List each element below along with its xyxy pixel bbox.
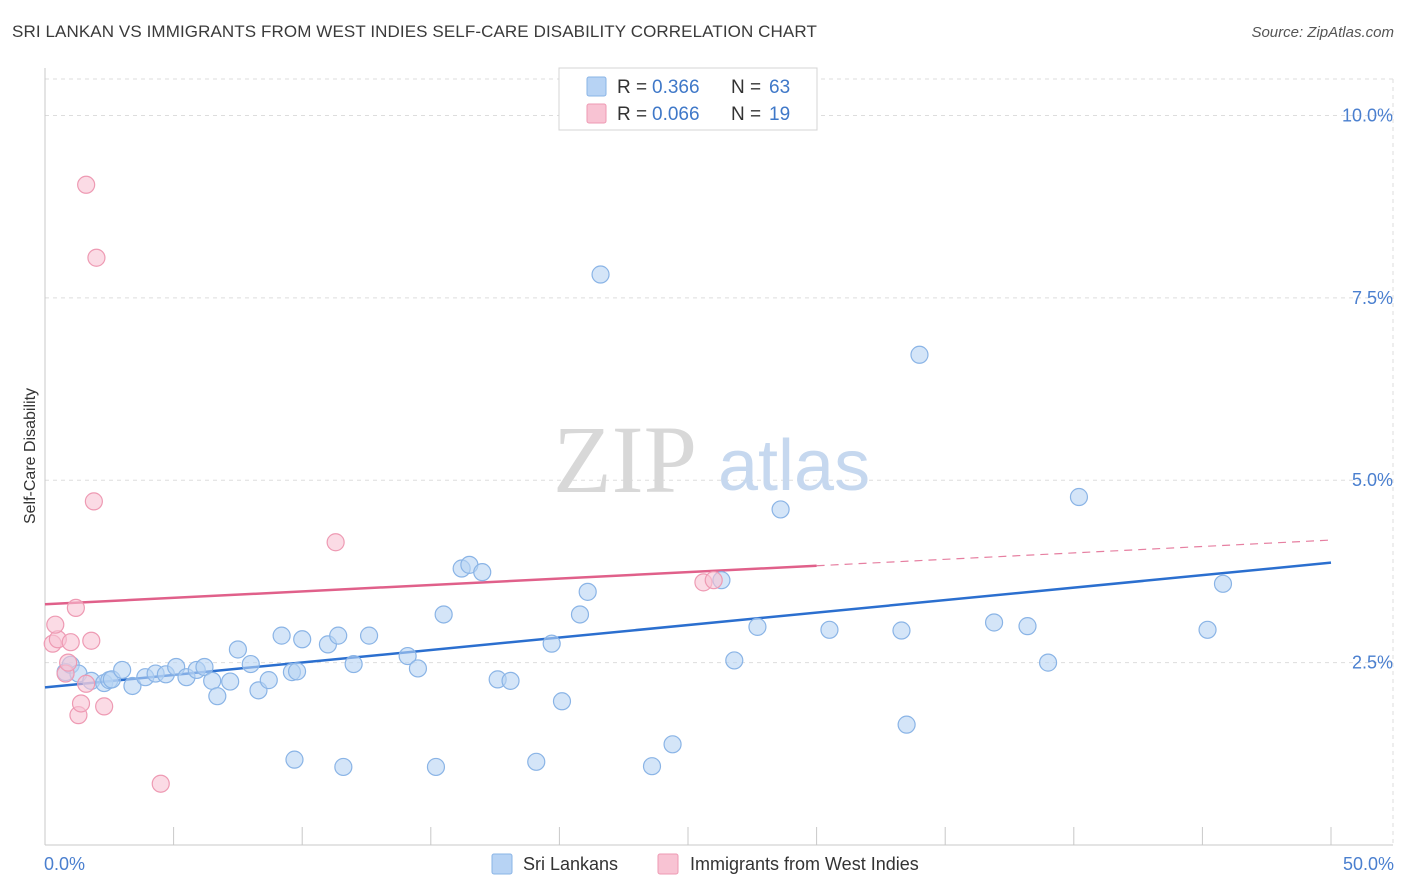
legend-r-label-1: R = [617,77,647,98]
point-sri-lankans-15 [195,657,214,677]
point-sri-lankans-62 [1198,620,1217,639]
point-sri-lankans-51 [725,651,744,670]
legend-n-value-1: 63 [769,77,790,98]
point-sri-lankans-60 [1038,653,1058,672]
point-west-indies-8 [71,694,91,713]
point-west-indies-15 [151,774,170,793]
series-legend: Sri Lankans Immigrants from West Indies [491,853,919,875]
y-axis-label: Self-Care Disability [22,388,39,524]
point-sri-lankans-23 [272,626,291,645]
series-legend-label-sri-lankans: Sri Lankans [523,854,618,874]
point-sri-lankans-45 [570,605,590,624]
point-sri-lankans-27 [293,630,312,649]
trend-line-1 [44,564,817,606]
point-sri-lankans-31 [344,654,363,674]
point-sri-lankans-43 [542,634,561,653]
point-sri-lankans-34 [408,659,428,678]
watermark-zip: ZIP [553,406,697,513]
legend-swatch-blue [586,76,607,97]
point-sri-lankans-35 [426,757,446,777]
legend-r-value-1: 0.366 [652,77,700,98]
chart-title: SRI LANKAN VS IMMIGRANTS FROM WEST INDIE… [12,22,817,41]
point-west-indies-11 [77,175,96,194]
point-west-indies-9 [77,674,96,693]
point-sri-lankans-39 [473,563,492,582]
point-sri-lankans-29 [329,626,348,645]
point-sri-lankans-58 [984,613,1004,632]
point-sri-lankans-16 [203,671,222,690]
point-sri-lankans-63 [1213,574,1233,593]
x-tick-label-max: 50.0% [1343,854,1394,874]
series-legend-label-west-indies: Immigrants from West Indies [690,854,919,874]
point-sri-lankans-44 [552,692,572,711]
point-sri-lankans-19 [228,640,247,659]
point-sri-lankans-46 [578,582,597,601]
point-sri-lankans-52 [748,617,767,636]
point-west-indies-6 [66,598,85,618]
point-sri-lankans-20 [241,654,260,674]
axes [44,68,1393,846]
point-sri-lankans-7 [113,660,132,680]
point-west-indies-10 [82,631,101,650]
legend-n-label-1: N = [731,77,761,98]
point-sri-lankans-49 [663,735,682,754]
point-sri-lankans-33 [398,646,417,666]
point-west-indies-2 [46,615,65,634]
point-sri-lankans-32 [359,626,379,645]
point-west-indies-18 [704,571,723,590]
point-west-indies-12 [84,492,103,511]
point-sri-lankans-36 [434,605,453,624]
point-sri-lankans-53 [771,500,790,519]
point-sri-lankans-48 [642,757,662,776]
data-points [43,175,1233,793]
y-tick-label-0: 2.5% [1352,653,1393,673]
point-sri-lankans-41 [501,671,520,690]
point-sri-lankans-30 [334,757,353,777]
point-sri-lankans-17 [208,687,227,706]
series-legend-swatch-pink [657,853,679,875]
legend-r-label-2: R = [617,104,647,125]
trend-lines [44,539,1332,689]
point-west-indies-4 [59,653,78,672]
point-sri-lankans-18 [221,672,240,691]
point-sri-lankans-42 [527,752,546,771]
y-tick-label-3: 10.0% [1342,105,1393,125]
point-sri-lankans-8 [123,676,142,696]
point-sri-lankans-26 [287,662,307,681]
point-sri-lankans-22 [259,671,278,690]
y-tick-label-1: 5.0% [1352,470,1393,490]
legend-n-value-2: 19 [769,104,790,125]
source-credit: Source: ZipAtlas.com [1251,24,1394,41]
point-sri-lankans-61 [1069,487,1089,507]
y-tick-labels: 2.5% 5.0% 7.5% 10.0% [1342,105,1393,672]
y-tick-label-2: 7.5% [1352,288,1393,308]
point-sri-lankans-55 [892,621,911,640]
point-sri-lankans-57 [910,345,929,364]
point-sri-lankans-59 [1018,617,1037,636]
point-sri-lankans-25 [285,750,304,769]
point-west-indies-16 [326,533,345,552]
point-sri-lankans-56 [897,715,916,734]
x-tick-label-min: 0.0% [44,854,85,874]
legend-r-value-2: 0.066 [652,104,700,125]
point-west-indies-14 [95,697,114,716]
series-legend-swatch-blue [491,853,513,875]
legend-n-label-2: N = [731,104,761,125]
correlation-legend: R = 0.366 N = 63 R = 0.066 N = 19 [558,67,818,131]
point-west-indies-5 [61,633,80,652]
legend-swatch-pink [586,103,607,124]
trend-line-dashed-1 [816,539,1332,567]
trend-line-0 [44,561,1332,689]
watermark: ZIP atlas [553,406,870,513]
point-west-indies-13 [87,248,106,267]
watermark-atlas: atlas [718,426,870,506]
point-sri-lankans-47 [591,265,610,284]
point-sri-lankans-54 [820,620,839,639]
